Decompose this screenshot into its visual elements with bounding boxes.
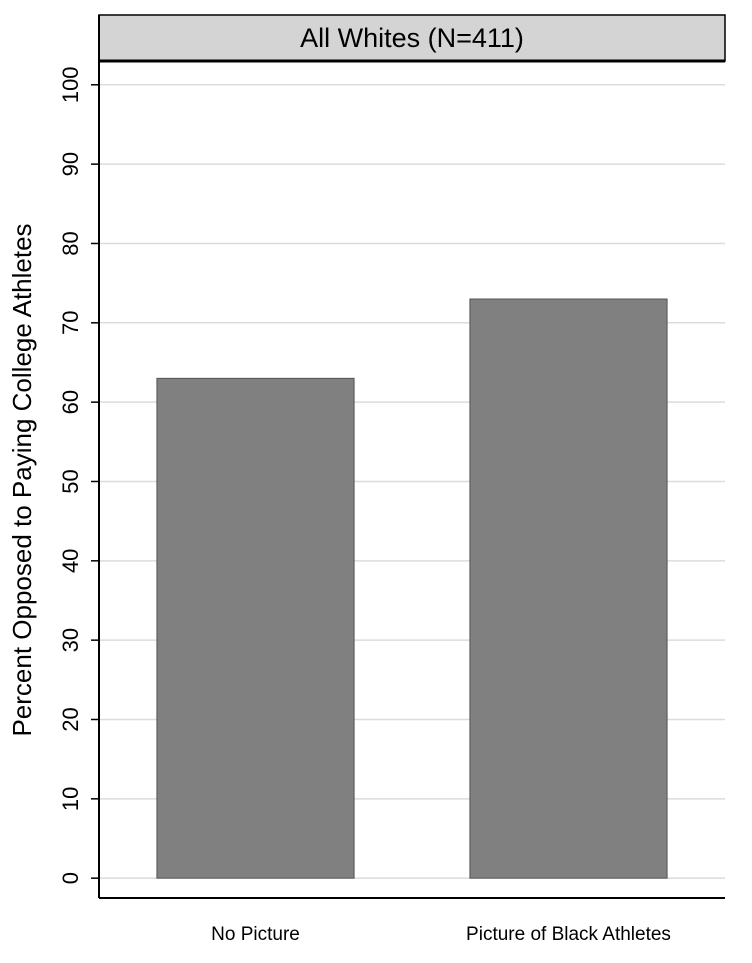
y-tick-label: 100 [58, 66, 83, 103]
y-tick-label: 20 [58, 707, 83, 731]
y-tick-label: 0 [58, 872, 83, 884]
y-tick-label: 70 [58, 311, 83, 335]
panel-header [98, 14, 726, 62]
bar [156, 377, 355, 879]
y-tick-label: 90 [58, 152, 83, 176]
y-axis-label: Percent Opposed to Paying College Athlet… [7, 223, 37, 736]
y-tick-label: 50 [58, 469, 83, 493]
y-tick-label: 10 [58, 787, 83, 811]
x-tick-label: No Picture [211, 924, 300, 945]
x-tick-label: Picture of Black Athletes [466, 924, 671, 945]
bar [469, 298, 668, 879]
chart-title: All Whites (N=411) [300, 23, 524, 53]
y-tick-label: 60 [58, 390, 83, 414]
y-tick-label: 30 [58, 628, 83, 652]
y-tick-label: 40 [58, 549, 83, 573]
y-tick-label: 80 [58, 231, 83, 255]
